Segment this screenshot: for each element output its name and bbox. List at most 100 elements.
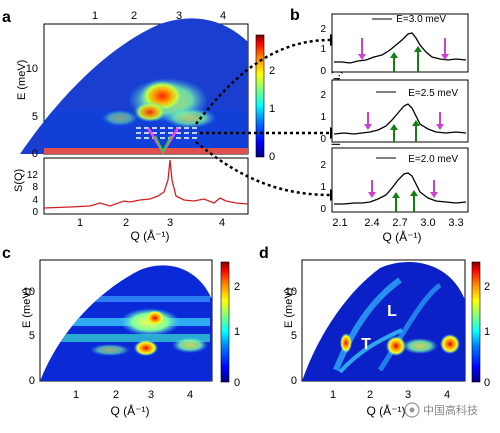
panel-d: d L T E (meV) 0 5 10 1 2 3 4 Q (Å⁻¹) 0 1… xyxy=(259,245,490,418)
b-sub1-ytick-0: 0 xyxy=(320,66,326,77)
b-sub1-arrowhead-right xyxy=(441,54,449,60)
b-xtick-2p7: 2.7 xyxy=(392,217,407,229)
watermark: 中国高科技 xyxy=(404,402,478,418)
b-sub3-arrowhead-green2 xyxy=(410,190,418,196)
c-ytick-10: 10 xyxy=(23,286,35,298)
a-connector-bottom xyxy=(195,141,331,197)
b-sub2-legend: E=2.5 meV xyxy=(408,88,458,99)
c-ytick-5: 5 xyxy=(29,330,35,342)
a-xlabel: Q (Å⁻¹) xyxy=(131,228,170,243)
a-xtick-1: 1 xyxy=(77,217,83,229)
a-cbar-tick-0: 0 xyxy=(269,151,275,163)
b-sub2-arrowhead-green2 xyxy=(412,120,420,126)
watermark-logo-dot-icon xyxy=(409,407,415,413)
b-sub2-curve xyxy=(333,103,467,135)
d-ylabel: E (meV) xyxy=(283,288,295,328)
d-cbar-tick-0: 0 xyxy=(484,377,490,389)
panel-b: b Intensity (a.u.) E=3.0 meV 0 1 2 E=2.5… xyxy=(290,7,469,244)
a-connector-top xyxy=(195,38,331,125)
b-sub3-arrowhead-right xyxy=(430,192,438,198)
c-cbar-tick-0: 0 xyxy=(234,377,240,389)
a-xtick-4: 4 xyxy=(219,217,225,229)
a-dispersion-inner xyxy=(154,135,172,155)
a-ytick-10: 10 xyxy=(26,63,38,75)
b-sub1-legend: E=3.0 meV xyxy=(396,14,446,25)
panel-d-label: d xyxy=(259,245,269,262)
a-xtick-3: 3 xyxy=(167,217,173,229)
panel-a-label: a xyxy=(2,9,11,26)
c-ytick-0: 0 xyxy=(29,375,35,387)
d-mode-T: T xyxy=(361,336,371,353)
c-colorbar xyxy=(220,261,230,383)
panel-b-label: b xyxy=(290,7,300,24)
b-sub1-arrowhead-left xyxy=(358,54,366,60)
d-ytick-0: 0 xyxy=(291,375,297,387)
c-xtick-2: 2 xyxy=(113,389,119,401)
a-ytick-0: 0 xyxy=(32,148,38,160)
b-sub3-ytick-0: 0 xyxy=(320,204,326,215)
a-colorbar xyxy=(255,34,265,158)
a-cbar-tick-1: 1 xyxy=(269,103,275,115)
a-sq-ylabel: S(Q) xyxy=(13,169,25,192)
a-top-tick-4: 4 xyxy=(220,10,226,22)
b-sub2-arrowhead-green1 xyxy=(390,124,398,130)
panel-c: c E (meV) 0 5 10 1 2 3 4 Q (Å⁻¹) 0 1 2 xyxy=(2,245,240,418)
d-cbar-tick-1: 1 xyxy=(484,326,490,338)
watermark-text: 中国高科技 xyxy=(423,403,478,417)
a-sq-frame xyxy=(43,157,249,215)
c-xtick-1: 1 xyxy=(73,389,79,401)
b-sub2-ytick-1: 1 xyxy=(320,112,326,123)
a-top-tick-2: 2 xyxy=(131,10,137,22)
b-xtick-2p1: 2.1 xyxy=(332,217,347,229)
b-xtick-3p3: 3.3 xyxy=(448,217,463,229)
d-cbar-tick-2: 2 xyxy=(484,281,490,293)
c-cbar-tick-2: 2 xyxy=(234,281,240,293)
watermark-logo-icon xyxy=(404,402,420,418)
c-xtick-3: 3 xyxy=(148,389,154,401)
d-ytick-5: 5 xyxy=(291,330,297,342)
b-sub3-ytick-1: 1 xyxy=(320,182,326,193)
b-sub1-ytick-2: 2 xyxy=(320,24,326,35)
b-sub1-ytick-1: 1 xyxy=(320,44,326,55)
a-sq-ytick-12: 12 xyxy=(27,170,39,181)
c-ylabel: E (meV) xyxy=(21,288,33,328)
a-top-tick-3: 3 xyxy=(176,10,182,22)
c-xtick-4: 4 xyxy=(187,389,193,401)
b-sub3-arrowhead-left xyxy=(368,192,376,198)
d-xtick-1: 1 xyxy=(330,389,336,401)
b-sub3-arrowhead-green1 xyxy=(392,192,400,198)
b-xtick-3p0: 3.0 xyxy=(420,217,435,229)
a-ytick-5: 5 xyxy=(32,111,38,123)
b-xtick-2p4: 2.4 xyxy=(364,217,379,229)
panel-a: a 1 2 3 4 E (meV) 0 5 10 0 xyxy=(2,9,340,243)
b-sub2-ytick-2: 2 xyxy=(320,90,326,101)
a-sq-curve xyxy=(43,159,249,209)
d-colorbar xyxy=(471,261,481,383)
a-sq-ytick-8: 8 xyxy=(32,182,38,193)
d-xlabel: Q (Å⁻¹) xyxy=(367,403,406,418)
c-xlabel: Q (Å⁻¹) xyxy=(111,403,150,418)
b-sub1-arrowhead-green2 xyxy=(414,46,422,52)
d-xtick-4: 4 xyxy=(444,389,450,401)
a-sq-ytick-4: 4 xyxy=(32,195,38,206)
a-top-tick-1: 1 xyxy=(92,10,98,22)
panel-c-label: c xyxy=(2,245,11,262)
b-sub2-arrowhead-right xyxy=(436,124,444,130)
a-ylabel: E (meV) xyxy=(16,60,28,100)
b-sub3-ytick-2: 2 xyxy=(320,160,326,171)
c-cbar-tick-1: 1 xyxy=(234,326,240,338)
d-xtick-3: 3 xyxy=(405,389,411,401)
b-sub2-ytick-0: 0 xyxy=(320,134,326,145)
b-sub2-arrowhead-left xyxy=(364,124,372,130)
b-sub3-curve xyxy=(334,172,467,205)
a-cbar-tick-2: 2 xyxy=(269,65,275,77)
b-sub1-curve xyxy=(334,32,467,64)
b-sub3-legend: E=2.0 meV xyxy=(408,154,458,165)
d-xtick-2: 2 xyxy=(367,389,373,401)
b-xlabel: Q (Å⁻¹) xyxy=(383,229,422,244)
a-xtick-2: 2 xyxy=(123,217,129,229)
d-mode-L: L xyxy=(387,303,397,320)
b-sub1-arrowhead-green1 xyxy=(390,52,398,58)
a-elastic-line xyxy=(44,148,248,154)
